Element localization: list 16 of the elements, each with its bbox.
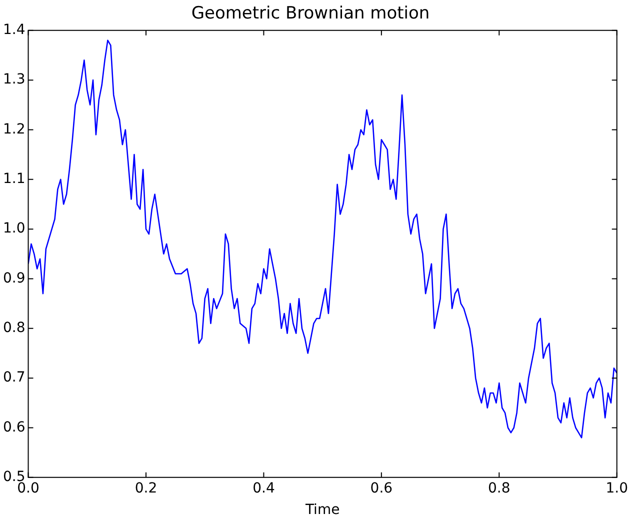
- y-tick-label: 1.4: [3, 22, 26, 38]
- y-tick-label: 1.2: [3, 121, 26, 138]
- y-tick-label: 0.9: [3, 270, 26, 286]
- x-tick-label: 0.8: [488, 480, 510, 496]
- y-tick-label: 0.8: [3, 320, 26, 336]
- y-tick-label: 1.0: [3, 220, 26, 237]
- x-tick-label: 0.6: [370, 480, 393, 496]
- y-tick-label: 1.1: [3, 171, 26, 188]
- chart-title: Geometric Brownian motion: [191, 4, 430, 24]
- y-tick-label: 0.7: [3, 370, 26, 386]
- x-axis-title: Time: [304, 502, 340, 518]
- x-tick-label: 1.0: [606, 480, 628, 496]
- y-tick-label: 0.6: [3, 419, 26, 436]
- x-tick-label: 0.4: [252, 480, 275, 496]
- x-tick-label: 0.2: [134, 480, 158, 496]
- y-tick-label: 1.3: [3, 72, 26, 88]
